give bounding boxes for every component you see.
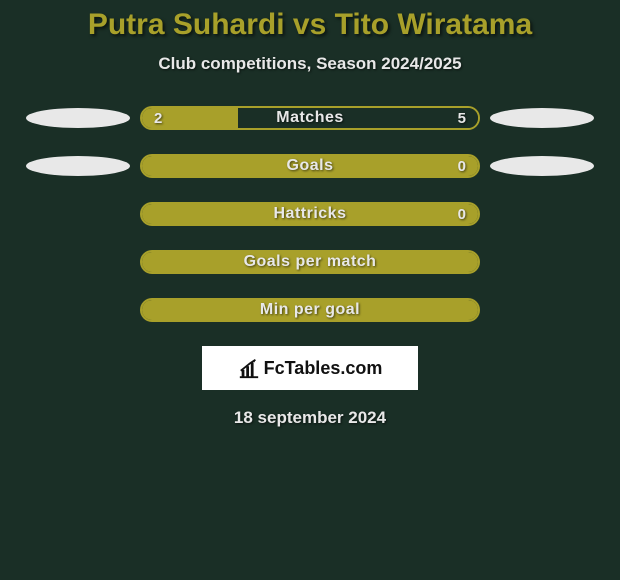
stat-bar: Goals0 [140,154,480,178]
logo-box: FcTables.com [202,346,418,390]
swoosh-right-wrap [480,108,600,128]
stat-label: Goals per match [142,252,478,272]
stat-value-right: 5 [458,108,466,128]
stats-rows: Matches25Goals0Hattricks0Goals per match… [0,106,620,322]
swoosh-icon [490,108,594,128]
swoosh-icon [26,156,130,176]
stat-row: Matches2 5 [0,106,620,130]
stat-value-left: 2 [154,108,162,128]
stat-value-right: 0 [458,204,466,224]
stat-bar: Matches2 5 [140,106,480,130]
stat-label: Min per goal [142,300,478,320]
stat-label: Goals [142,156,478,176]
stat-bar: Hattricks0 [140,202,480,226]
swoosh-left-wrap [20,156,140,176]
stat-value-right: 0 [458,156,466,176]
stat-label: Matches [142,108,478,128]
swoosh-left-wrap [20,108,140,128]
stat-row: Min per goal [0,298,620,322]
stat-row: Hattricks0 [0,202,620,226]
stat-bar: Goals per match [140,250,480,274]
swoosh-right-wrap [480,156,600,176]
stat-row: Goals per match [0,250,620,274]
swoosh-icon [26,108,130,128]
stat-bar: Min per goal [140,298,480,322]
bar-chart-icon [238,357,260,379]
footer-date: 18 september 2024 [0,408,620,428]
stat-label: Hattricks [142,204,478,224]
page-subtitle: Club competitions, Season 2024/2025 [0,54,620,74]
swoosh-icon [490,156,594,176]
page-title: Putra Suhardi vs Tito Wiratama [0,0,620,42]
stat-row: Goals0 [0,154,620,178]
logo-text: FcTables.com [264,358,383,379]
